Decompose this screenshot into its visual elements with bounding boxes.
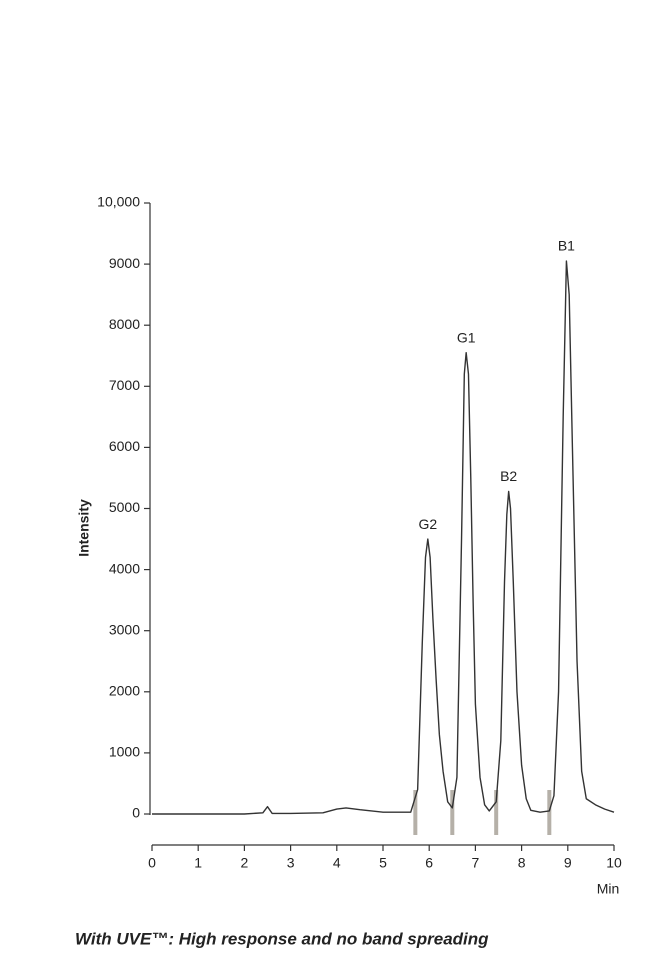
peak-label: B1 [558, 238, 575, 254]
x-tick-label: 4 [333, 855, 341, 871]
y-tick-label: 1000 [109, 744, 140, 760]
y-tick-label: 10,000 [97, 194, 140, 210]
x-tick-label: 2 [241, 855, 249, 871]
y-tick-label: 5000 [109, 499, 140, 515]
peak-label: G2 [418, 516, 437, 532]
integration-marker [450, 790, 455, 835]
x-tick-label: 9 [564, 855, 572, 871]
y-tick-label: 8000 [109, 316, 140, 332]
peak-label: G1 [457, 329, 476, 345]
y-tick-label: 4000 [109, 560, 140, 576]
integration-marker [547, 790, 552, 835]
data-line [152, 260, 615, 815]
peak-label: B2 [500, 468, 517, 484]
y-tick-label: 3000 [109, 621, 140, 637]
x-tick-label: 6 [425, 855, 433, 871]
x-axis-label: Min [597, 881, 620, 897]
caption: With UVE™: High response and no band spr… [75, 929, 489, 948]
x-tick-label: 1 [194, 855, 202, 871]
y-tick-label: 6000 [109, 438, 140, 454]
x-tick-label: 5 [379, 855, 387, 871]
integration-marker [494, 790, 499, 835]
x-tick-label: 10 [606, 855, 622, 871]
integration-marker [413, 790, 418, 835]
y-tick-label: 7000 [109, 377, 140, 393]
x-tick-label: 7 [472, 855, 480, 871]
x-tick-label: 3 [287, 855, 295, 871]
x-tick-label: 0 [148, 855, 156, 871]
x-tick-label: 8 [518, 855, 526, 871]
y-tick-label: 2000 [109, 683, 140, 699]
y-axis-label: Intensity [76, 499, 92, 557]
y-tick-label: 0 [132, 805, 140, 821]
y-tick-label: 9000 [109, 255, 140, 271]
